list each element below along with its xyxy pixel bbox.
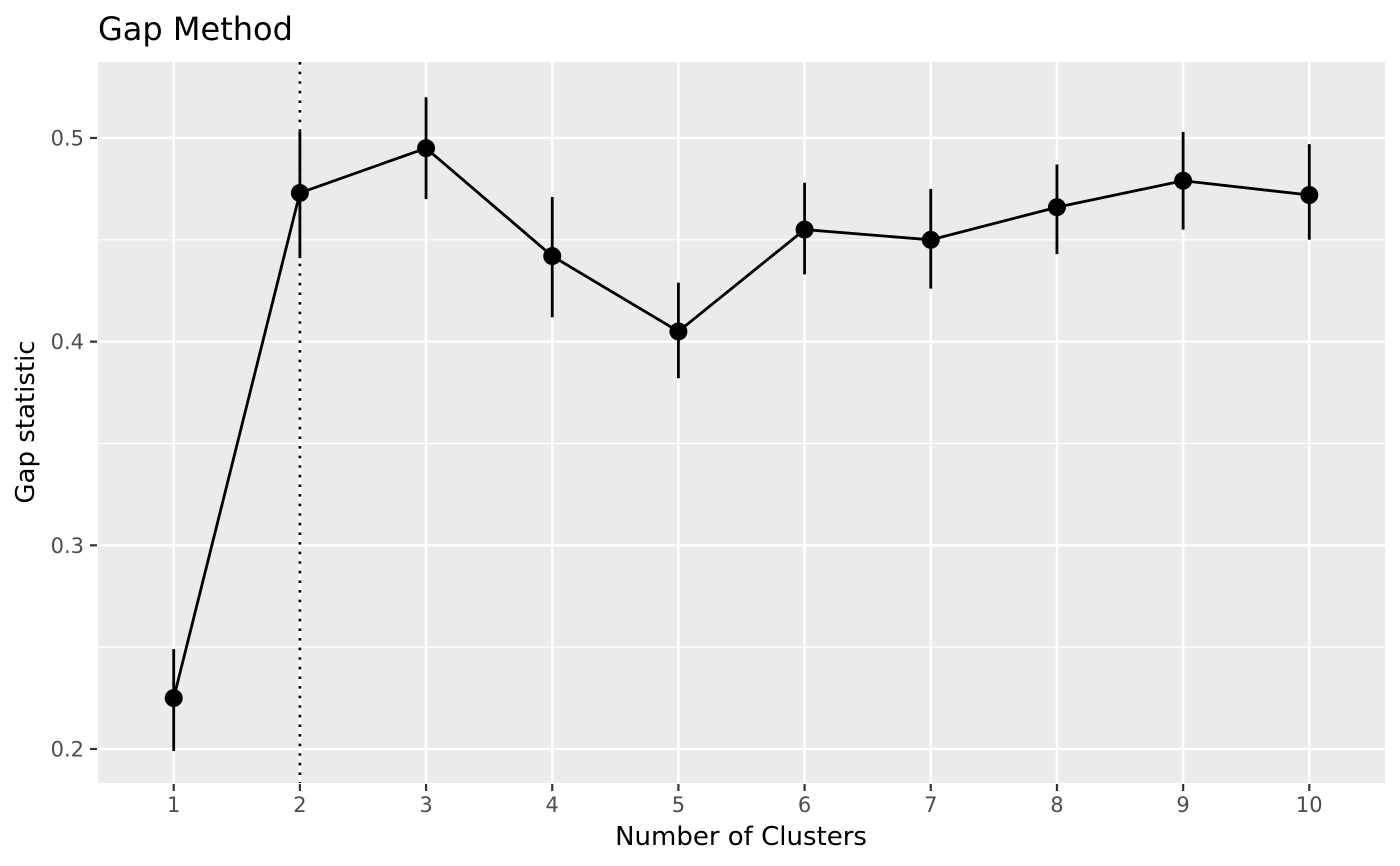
data-point xyxy=(921,230,940,249)
y-tick-label: 0.2 xyxy=(51,737,84,761)
data-point xyxy=(290,183,309,202)
y-axis: 0.2 0.3 0.4 0.5 xyxy=(51,126,97,761)
x-tick-label: 5 xyxy=(672,793,685,817)
minor-gridlines xyxy=(98,239,1385,648)
y-tick-label: 0.5 xyxy=(51,126,84,150)
x-tick-label: 10 xyxy=(1296,793,1323,817)
x-tick-label: 1 xyxy=(167,793,180,817)
gap-line xyxy=(172,146,1310,699)
x-tick-label: 4 xyxy=(546,793,559,817)
x-tick-label: 8 xyxy=(1050,793,1063,817)
x-axis-title: Number of Clusters xyxy=(615,822,867,852)
data-point xyxy=(1047,198,1066,217)
data-point xyxy=(417,139,436,158)
data-point xyxy=(1174,171,1193,190)
data-point xyxy=(1300,185,1319,204)
data-point xyxy=(543,247,562,266)
chart-title: Gap Method xyxy=(98,10,293,48)
x-tick-label: 3 xyxy=(419,793,432,817)
data-point xyxy=(669,322,688,341)
x-tick-label: 7 xyxy=(924,793,937,817)
y-tick-label: 0.4 xyxy=(51,330,84,354)
x-tick-label: 9 xyxy=(1176,793,1189,817)
data-points xyxy=(164,139,1319,708)
data-point xyxy=(164,689,183,708)
major-gridlines xyxy=(98,62,1385,783)
trend-line xyxy=(172,146,1310,699)
data-point xyxy=(795,220,814,239)
plot-panel xyxy=(98,62,1385,783)
x-axis: 1 2 3 4 5 6 7 8 9 10 xyxy=(167,784,1323,817)
x-tick-label: 2 xyxy=(293,793,306,817)
y-tick-label: 0.3 xyxy=(51,534,84,558)
y-axis-title: Gap statistic xyxy=(11,340,41,503)
x-tick-label: 6 xyxy=(798,793,811,817)
